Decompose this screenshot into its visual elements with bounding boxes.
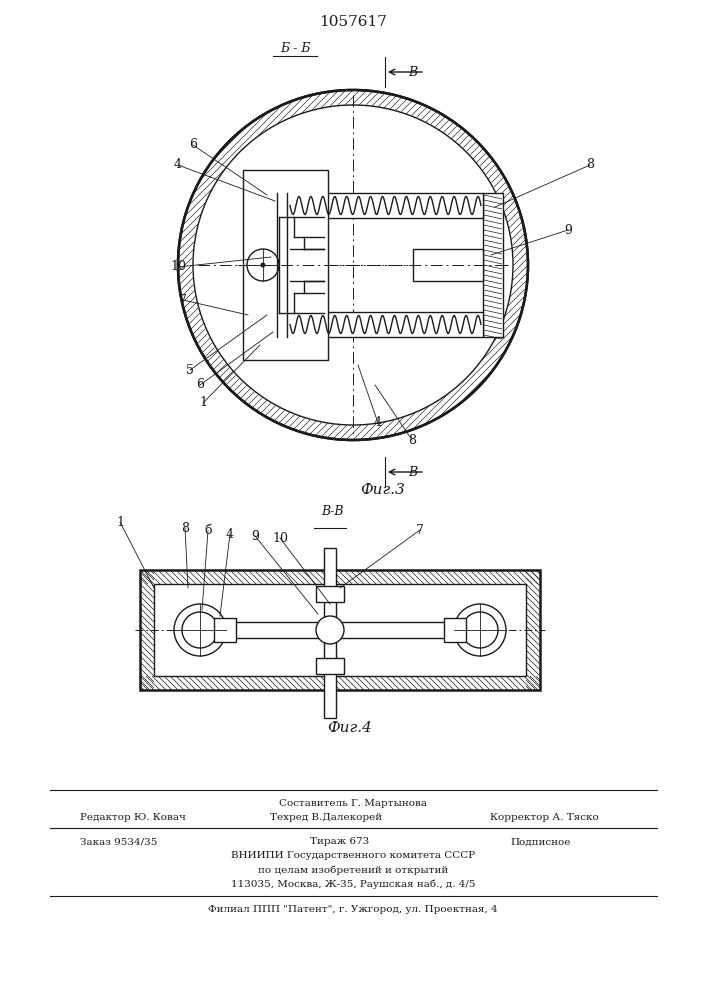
Circle shape [178,90,528,440]
Text: б: б [204,524,212,538]
Bar [245,193,483,218]
Text: 5: 5 [186,363,194,376]
Text: 6: 6 [189,138,197,151]
Text: Тираж 673: Тираж 673 [310,838,369,846]
Bar [140,570,540,690]
Text: 9: 9 [251,530,259,542]
Text: 1: 1 [199,396,207,410]
Bar [413,249,483,281]
Text: 1: 1 [116,516,124,528]
Circle shape [462,612,498,648]
Text: В-В: В-В [321,505,344,518]
Text: 7: 7 [416,524,424,536]
Text: 8: 8 [408,434,416,446]
Text: Составитель Г. Мартынова: Составитель Г. Мартынова [279,800,427,808]
Text: 8: 8 [181,522,189,534]
Bar [316,586,344,602]
Bar [245,312,483,337]
Text: 4: 4 [226,528,234,540]
Bar [214,618,236,642]
Text: В: В [408,466,417,479]
Text: 4: 4 [374,416,382,430]
Text: 113035, Москва, Ж-35, Раушская наб., д. 4/5: 113035, Москва, Ж-35, Раушская наб., д. … [230,879,475,889]
Text: В: В [408,66,417,79]
Text: 1057617: 1057617 [319,15,387,29]
Text: 8: 8 [586,158,594,172]
Text: 9: 9 [564,224,572,236]
Bar [218,622,462,638]
Text: Филиал ППП "Патент", г. Ужгород, ул. Проектная, 4: Филиал ППП "Патент", г. Ужгород, ул. Про… [208,906,498,914]
Bar [324,548,336,718]
Text: Фиг.3: Фиг.3 [361,483,405,497]
Bar [483,193,503,337]
Text: Фиг.4: Фиг.4 [327,721,373,735]
Text: 4: 4 [174,158,182,172]
Circle shape [247,249,279,281]
Bar [243,170,328,360]
Text: 7: 7 [179,294,187,306]
Circle shape [174,604,226,656]
Text: Заказ 9534/35: Заказ 9534/35 [80,838,158,846]
Text: 6: 6 [196,378,204,391]
Circle shape [182,612,218,648]
Text: по целам изобретений и открытий: по целам изобретений и открытий [258,865,448,875]
Bar [444,618,466,642]
Circle shape [260,262,266,267]
Bar [316,658,344,674]
Text: 10: 10 [272,532,288,544]
Text: ВНИИПИ Государственного комитета СССР: ВНИИПИ Государственного комитета СССР [231,852,475,860]
Text: Техред В.Далекорей: Техред В.Далекорей [270,814,382,822]
Text: Подписное: Подписное [510,838,571,846]
Text: Редактор Ю. Ковач: Редактор Ю. Ковач [80,814,186,822]
Circle shape [454,604,506,656]
Text: 10: 10 [170,260,186,273]
Circle shape [316,616,344,644]
Text: Корректор А. Тяско: Корректор А. Тяско [490,814,599,822]
Bar [154,584,526,676]
Circle shape [193,105,513,425]
Text: Б - Б: Б - Б [280,42,310,55]
